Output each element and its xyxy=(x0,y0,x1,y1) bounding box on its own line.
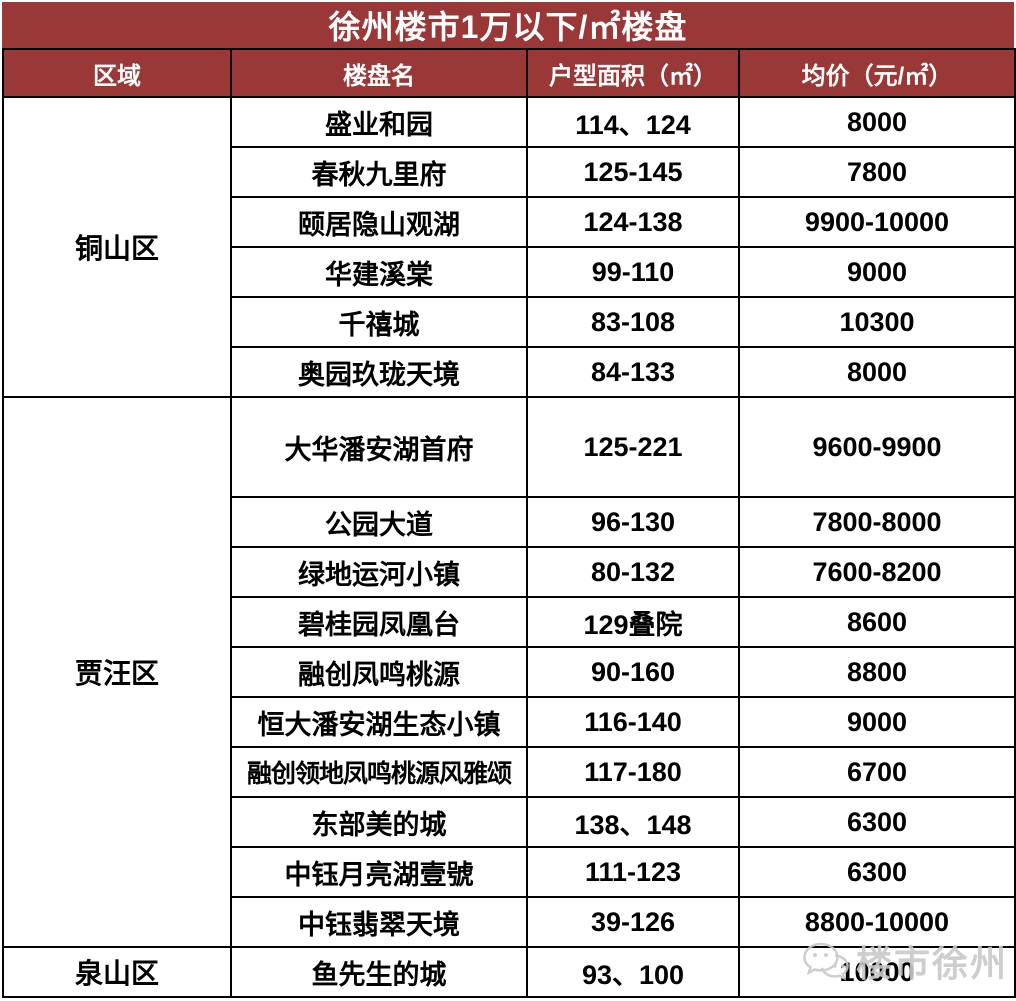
property-name-cell: 春秋九里府 xyxy=(230,146,528,198)
price-cell: 8000 xyxy=(738,346,1016,398)
property-name-cell: 中钰月亮湖壹號 xyxy=(230,846,528,898)
property-name-cell: 鱼先生的城 xyxy=(230,946,528,998)
price-cell: 6300 xyxy=(738,846,1016,898)
table-row: 绿地运河小镇 80-132 7600-8200 xyxy=(3,546,1016,598)
table-row: 奥园玖珑天境 84-133 8000 xyxy=(3,346,1016,398)
area-cell: 124-138 xyxy=(526,196,740,248)
property-table: 区域 楼盘名 户型面积（㎡） 均价（元/㎡） 铜山区 盛业和园 114、124 800… xyxy=(2,48,1016,998)
price-cell: 9000 xyxy=(738,246,1016,298)
region-cell: 铜山区 xyxy=(2,96,232,398)
price-cell: 8000 xyxy=(738,96,1016,148)
price-cell: 9000 xyxy=(738,696,1016,748)
area-cell: 83-108 xyxy=(526,296,740,348)
property-name-cell: 华建溪棠 xyxy=(230,246,528,298)
price-cell: 7600-8200 xyxy=(738,546,1016,598)
table-row: 泉山区 鱼先生的城 93、100 10000 xyxy=(2,946,1016,998)
table-row: 中钰翡翠天境 39-126 8800-10000 xyxy=(3,896,1016,948)
price-cell: 9900-10000 xyxy=(738,196,1016,248)
area-cell: 116-140 xyxy=(526,696,740,748)
property-name-cell: 恒大潘安湖生态小镇 xyxy=(230,696,528,748)
area-cell: 90-160 xyxy=(526,646,740,698)
table-row: 融创领地凤鸣桃源风雅颂 117-180 6700 xyxy=(3,746,1016,798)
table-row: 东部美的城 138、148 6300 xyxy=(3,796,1016,848)
table-row: 恒大潘安湖生态小镇 116-140 9000 xyxy=(3,696,1016,748)
property-name-cell: 融创领地凤鸣桃源风雅颂 xyxy=(230,746,528,798)
property-name-cell: 千禧城 xyxy=(230,296,528,348)
area-cell: 117-180 xyxy=(526,746,740,798)
table-row: 铜山区 盛业和园 114、124 8000 xyxy=(2,96,1016,398)
price-cell: 8600 xyxy=(738,596,1016,648)
area-cell: 84-133 xyxy=(526,346,740,398)
price-cell: 9600-9900 xyxy=(738,396,1016,498)
area-cell: 96-130 xyxy=(526,496,740,548)
area-cell: 114、124 xyxy=(526,96,740,148)
area-cell: 111-123 xyxy=(526,846,740,898)
table-row: 融创凤鸣桃源 90-160 8800 xyxy=(3,646,1016,698)
area-cell: 125-145 xyxy=(526,146,740,198)
table-row: 华建溪棠 99-110 9000 xyxy=(3,246,1016,298)
price-cell: 10300 xyxy=(738,296,1016,348)
property-name-cell: 公园大道 xyxy=(230,496,528,548)
price-cell: 8800-10000 xyxy=(738,896,1016,948)
area-cell: 93、100 xyxy=(526,946,740,998)
column-header-name: 楼盘名 xyxy=(230,48,528,98)
property-name-cell: 绿地运河小镇 xyxy=(230,546,528,598)
region-cell: 贾汪区 xyxy=(2,396,232,948)
property-name-cell: 中钰翡翠天境 xyxy=(230,896,528,948)
property-name-cell: 东部美的城 xyxy=(230,796,528,848)
price-cell: 6700 xyxy=(738,746,1016,798)
table-row: 贾汪区 大华潘安湖首府 125-221 9600-9900 xyxy=(2,396,1016,948)
property-name-cell: 碧桂园凤凰台 xyxy=(230,596,528,648)
table-row: 公园大道 96-130 7800-8000 xyxy=(3,496,1016,548)
area-cell: 39-126 xyxy=(526,896,740,948)
property-name-cell: 融创凤鸣桃源 xyxy=(230,646,528,698)
area-cell: 138、148 xyxy=(526,796,740,848)
table-body: 铜山区 盛业和园 114、124 8000 春秋九里府 125-145 7800 颐居隐山观湖… xyxy=(2,96,1016,998)
property-name-cell: 大华潘安湖首府 xyxy=(230,396,528,498)
area-cell: 80-132 xyxy=(526,546,740,598)
area-cell: 99-110 xyxy=(526,246,740,298)
property-name-cell: 奥园玖珑天境 xyxy=(230,346,528,398)
table-header: 区域 楼盘名 户型面积（㎡） 均价（元/㎡） xyxy=(2,48,1016,98)
area-cell: 129叠院 xyxy=(526,596,740,648)
property-name-cell: 盛业和园 xyxy=(230,96,528,148)
price-cell: 7800-8000 xyxy=(738,496,1016,548)
page-title: 徐州楼市1万以下/㎡楼盘 xyxy=(2,2,1014,48)
column-header-price: 均价（元/㎡） xyxy=(738,48,1016,98)
table-row: 中钰月亮湖壹號 111-123 6300 xyxy=(3,846,1016,898)
region-cell: 泉山区 xyxy=(2,946,232,998)
column-header-region: 区域 xyxy=(2,48,232,98)
area-cell: 125-221 xyxy=(526,396,740,498)
column-header-area: 户型面积（㎡） xyxy=(526,48,740,98)
price-cell: 7800 xyxy=(738,146,1016,198)
header-row: 区域 楼盘名 户型面积（㎡） 均价（元/㎡） xyxy=(2,48,1016,98)
table-row: 碧桂园凤凰台 129叠院 8600 xyxy=(3,596,1016,648)
table-row: 春秋九里府 125-145 7800 xyxy=(3,146,1016,198)
price-cell: 10000 xyxy=(738,946,1016,998)
table-row: 千禧城 83-108 10300 xyxy=(3,296,1016,348)
table-row: 颐居隐山观湖 124-138 9900-10000 xyxy=(3,196,1016,248)
price-cell: 8800 xyxy=(738,646,1016,698)
price-cell: 6300 xyxy=(738,796,1016,848)
property-name-cell: 颐居隐山观湖 xyxy=(230,196,528,248)
